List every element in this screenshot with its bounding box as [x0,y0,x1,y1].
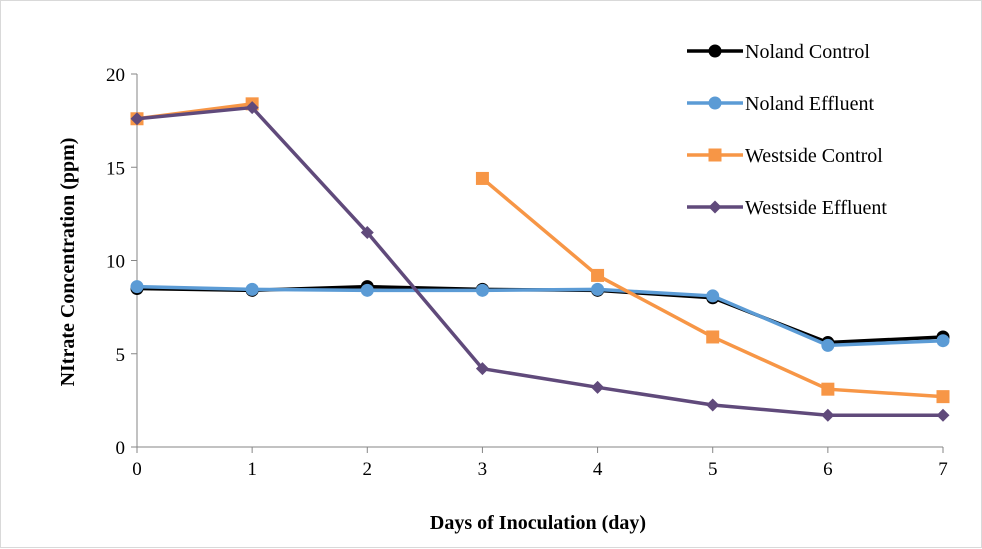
legend-marker [708,200,722,214]
legend-label: Westside Control [745,145,883,167]
legend-label: Westside Effluent [745,197,887,219]
data-point [130,280,144,294]
legend-marker [708,148,722,162]
series-line [136,284,944,345]
data-point [821,382,835,396]
legend-label: Noland Control [745,41,870,63]
data-point [475,283,489,297]
legend-entry: Noland Effluent [687,93,874,115]
data-point [475,171,489,185]
data-point [936,334,950,348]
y-tick-label: 0 [116,438,126,459]
data-point [821,408,835,422]
x-axis-title: Days of Inoculation (day) [430,512,646,534]
data-point [936,390,950,404]
data-point [360,226,374,240]
y-tick-label: 10 [106,252,125,273]
series-line [136,105,943,418]
y-tick-label: 20 [106,65,125,86]
axes: 0 5 10 15 20 0 1 2 3 4 5 6 7 [106,65,948,480]
x-tick-label: 4 [593,459,603,480]
data-point [706,330,720,344]
x-tick-label: 6 [823,459,833,480]
x-tick-label: 3 [478,459,488,480]
x-tick-label: 5 [708,459,718,480]
legend-marker [708,96,722,110]
data-point [706,398,720,412]
data-point [360,283,374,297]
y-tick-label: 5 [116,345,126,366]
series-westside-control [130,97,950,404]
data-point [591,380,605,394]
x-tick-label: 2 [363,459,373,480]
legend-marker [708,44,722,58]
y-axis-title: NItrate Concentration (ppm) [57,138,79,387]
legend: Noland Control Noland Effluent Westside Co… [687,41,887,219]
x-tick-label: 7 [938,459,948,480]
legend-entry: Noland Control [687,41,870,63]
x-tick-label: 0 [132,459,142,480]
data-point [245,101,259,115]
legend-entry: Westside Effluent [687,197,887,219]
data-point [591,282,605,296]
y-tick-label: 15 [106,158,125,179]
data-point [475,362,489,376]
series-line [136,284,944,348]
x-tick-label: 1 [247,459,257,480]
data-point [591,268,605,282]
legend-label: Noland Effluent [745,93,874,115]
series-westside-effluent [130,101,950,422]
series-noland-effluent [130,280,950,352]
data-point [130,112,144,126]
data-point [245,282,259,296]
series-layer [130,97,950,422]
data-point [706,289,720,303]
data-point [821,338,835,352]
data-point [936,408,950,422]
legend-entry: Westside Control [687,145,883,167]
